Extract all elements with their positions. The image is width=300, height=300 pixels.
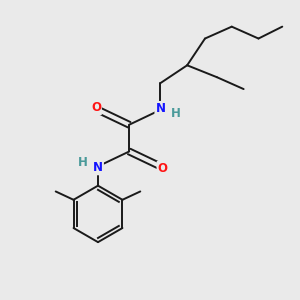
Text: O: O bbox=[91, 101, 101, 114]
Text: H: H bbox=[78, 156, 88, 169]
Text: N: N bbox=[155, 102, 165, 115]
Text: H: H bbox=[171, 107, 181, 120]
Text: O: O bbox=[158, 162, 167, 175]
Text: N: N bbox=[93, 161, 103, 174]
